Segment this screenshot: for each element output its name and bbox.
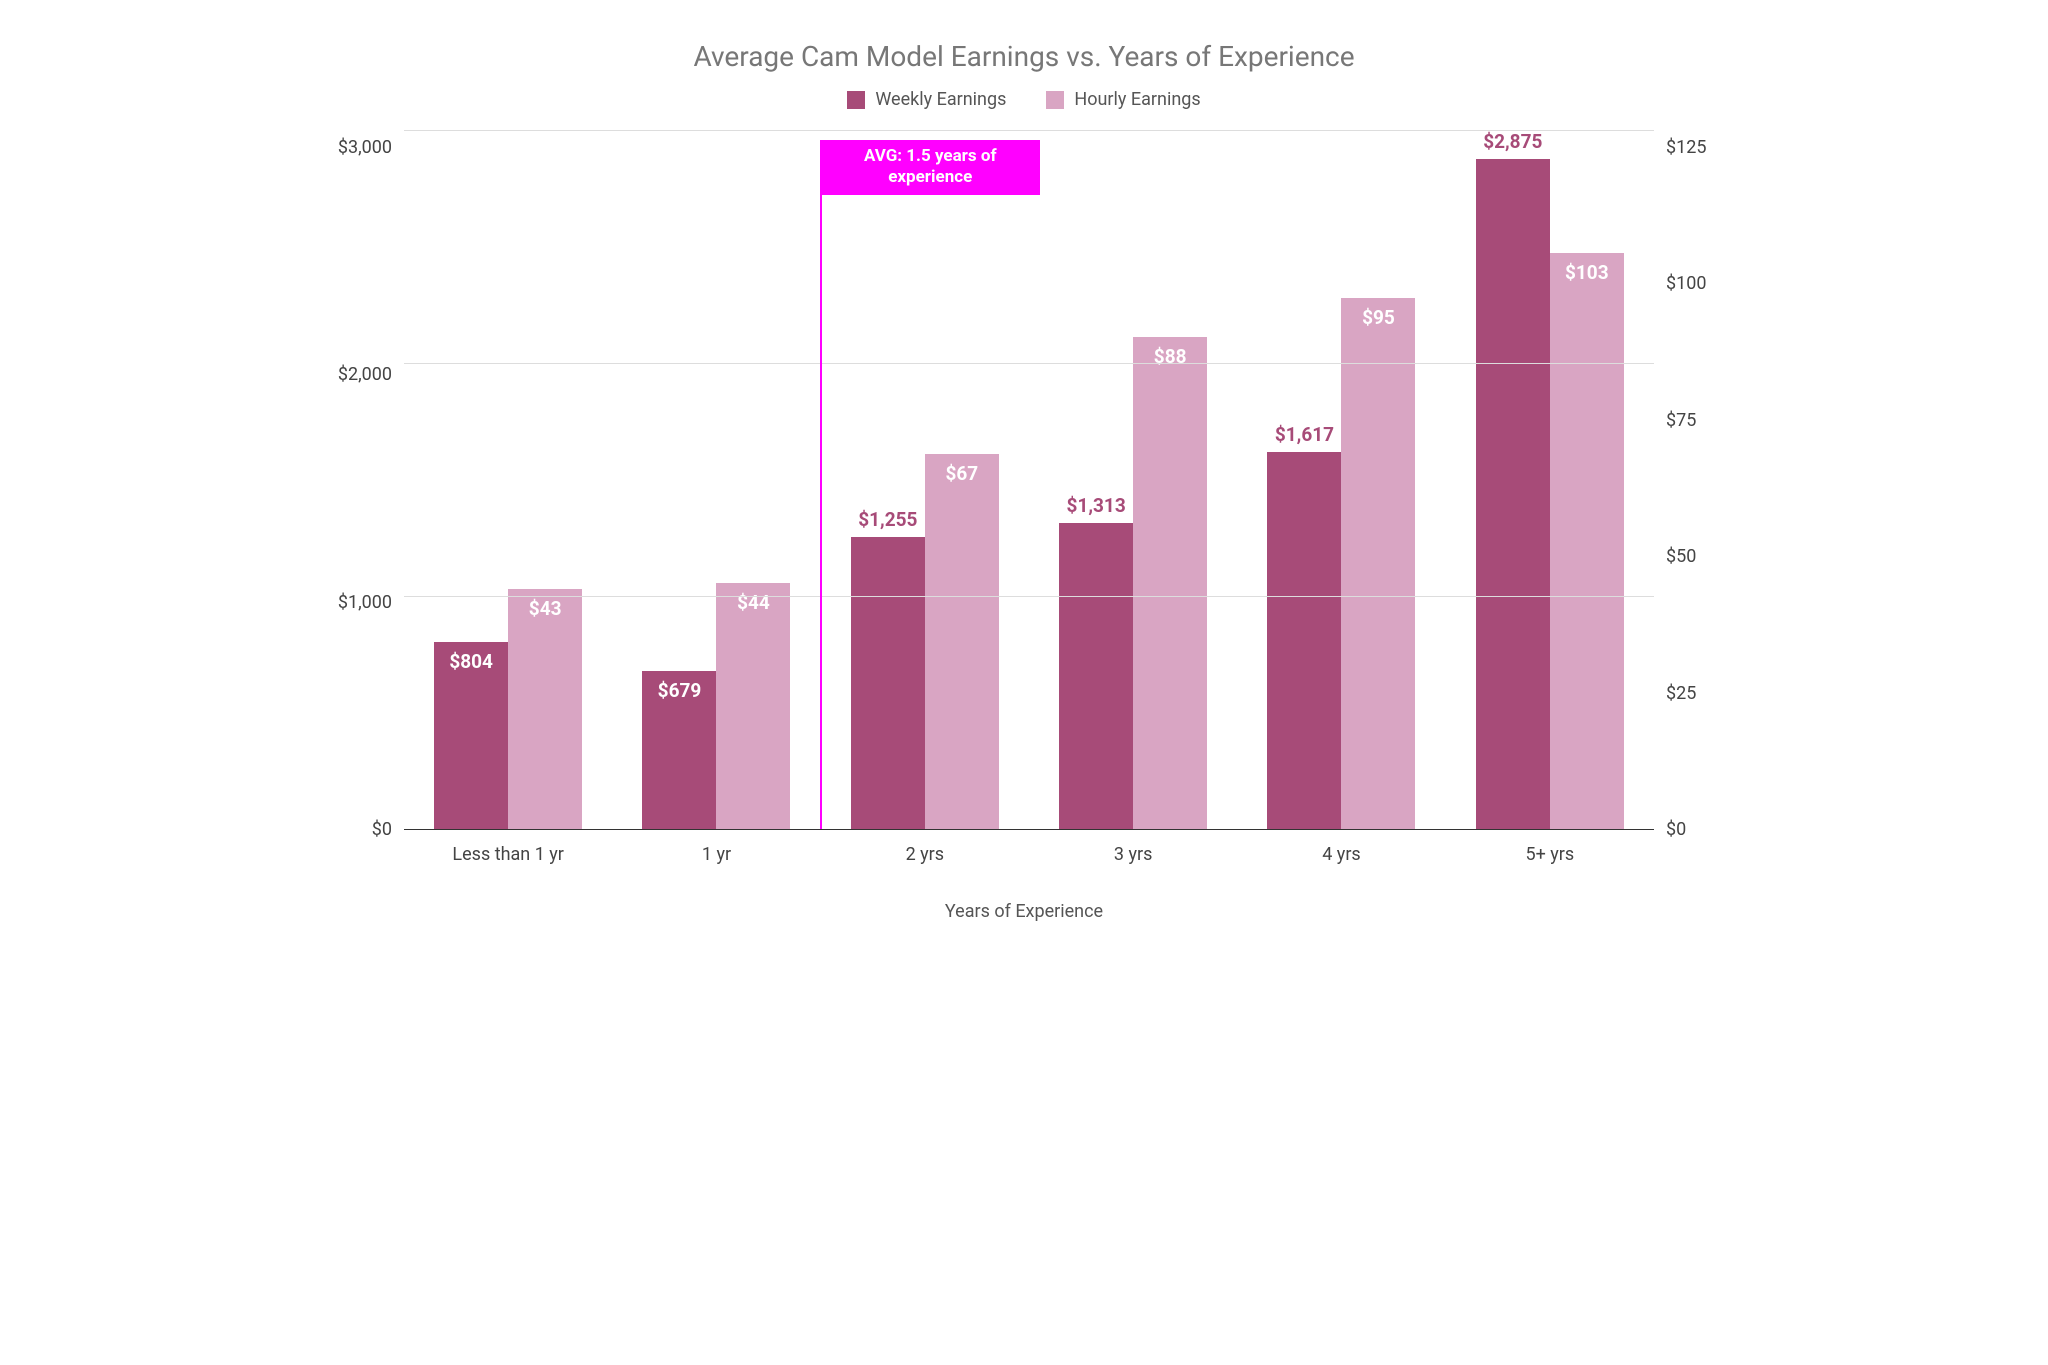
- bar-hourly: $88: [1133, 337, 1207, 829]
- y-right-tick: $75: [1666, 412, 1724, 430]
- x-tick: 3 yrs: [1029, 830, 1237, 865]
- bar-label-hourly: $44: [737, 591, 770, 614]
- bar-group: $804 $43: [404, 130, 612, 829]
- plot-wrapper: $3,000$2,000$1,000$0 $804$43$679$44$1,25…: [324, 130, 1724, 830]
- y-left-tick: $3,000: [324, 139, 392, 157]
- gridline: [404, 596, 1654, 597]
- y-right-tick: $125: [1666, 139, 1724, 157]
- bars-row: $804 $43 $679 $44 $1,255 $67 $1,313 $88 $1,617 $9…: [404, 130, 1654, 829]
- bar-hourly: $103: [1550, 253, 1624, 829]
- bar-label-weekly: $679: [658, 679, 702, 702]
- chart-title: Average Cam Model Earnings vs. Years of …: [324, 40, 1724, 73]
- bar-group: $1,313 $88: [1029, 130, 1237, 829]
- y-left-tick: $1,000: [324, 594, 392, 612]
- x-axis: Less than 1 yr1 yr2 yrs3 yrs4 yrs5+ yrs: [404, 830, 1654, 865]
- bar-label-weekly: $1,313: [1067, 494, 1126, 517]
- x-tick: 4 yrs: [1237, 830, 1445, 865]
- y-right-tick: $100: [1666, 275, 1724, 293]
- bar-label-weekly: $2,875: [1483, 130, 1542, 153]
- bar-weekly: $804: [434, 642, 508, 829]
- bar-group: $679 $44: [612, 130, 820, 829]
- bar-label-hourly: $67: [945, 462, 978, 485]
- bar-label-hourly: $43: [529, 597, 562, 620]
- earnings-chart: Average Cam Model Earnings vs. Years of …: [324, 40, 1724, 922]
- bar-weekly: $1,617: [1267, 452, 1341, 829]
- y-right-tick: $25: [1666, 685, 1724, 703]
- y-left-tick: $0: [324, 821, 392, 839]
- bar-label-hourly: $103: [1565, 261, 1609, 284]
- y-axis-left: $3,000$2,000$1,000$0: [324, 130, 404, 830]
- y-right-tick: $50: [1666, 548, 1724, 566]
- bar-group: $1,255 $67: [821, 130, 1029, 829]
- legend-item-hourly: Hourly Earnings: [1046, 89, 1200, 110]
- bar-hourly: $95: [1341, 298, 1415, 829]
- gridline: [404, 130, 1654, 131]
- legend-label-weekly: Weekly Earnings: [875, 89, 1006, 110]
- bar-label-hourly: $95: [1362, 306, 1395, 329]
- bar-label-weekly: $804: [449, 650, 493, 673]
- bar-hourly: $43: [508, 589, 582, 829]
- annotation-line: [820, 140, 822, 829]
- bar-label-weekly: $1,617: [1275, 423, 1334, 446]
- bar-group: $1,617 $95: [1237, 130, 1445, 829]
- x-tick: Less than 1 yr: [404, 830, 612, 865]
- legend-swatch-hourly: [1046, 91, 1064, 109]
- bar-label-weekly: $1,255: [858, 508, 917, 531]
- bar-group: $2,875 $103: [1446, 130, 1654, 829]
- x-tick: 5+ yrs: [1446, 830, 1654, 865]
- legend: Weekly Earnings Hourly Earnings: [324, 89, 1724, 110]
- x-tick: 1 yr: [612, 830, 820, 865]
- bar-label-hourly: $88: [1154, 345, 1187, 368]
- y-right-tick: $0: [1666, 821, 1724, 839]
- x-axis-label: Years of Experience: [324, 901, 1724, 922]
- y-axis-right: $125$100$75$50$25$0: [1654, 130, 1724, 830]
- annotation-box: AVG: 1.5 years of experience: [820, 140, 1040, 195]
- bar-hourly: $44: [716, 583, 790, 829]
- plot-area: $804 $43 $679 $44 $1,255 $67 $1,313 $88 $1,617 $9…: [404, 130, 1654, 830]
- bar-hourly: $67: [925, 454, 999, 829]
- legend-item-weekly: Weekly Earnings: [847, 89, 1006, 110]
- y-left-tick: $2,000: [324, 366, 392, 384]
- gridline: [404, 363, 1654, 364]
- legend-swatch-weekly: [847, 91, 865, 109]
- bar-weekly: $679: [642, 671, 716, 829]
- bar-weekly: $1,255: [851, 537, 925, 829]
- legend-label-hourly: Hourly Earnings: [1074, 89, 1200, 110]
- bar-weekly: $2,875: [1476, 159, 1550, 829]
- bar-weekly: $1,313: [1059, 523, 1133, 829]
- x-tick: 2 yrs: [821, 830, 1029, 865]
